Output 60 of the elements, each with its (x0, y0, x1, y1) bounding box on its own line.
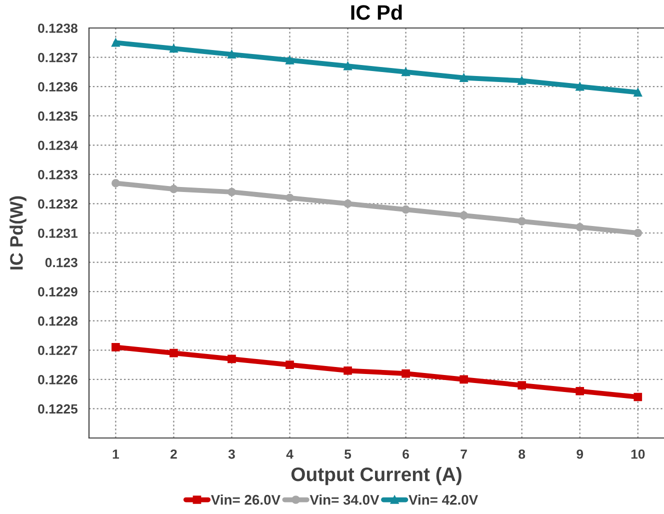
point (634, 392, 642, 402)
y-tick-label: 0.1228 (38, 316, 78, 326)
point (634, 228, 642, 238)
x-tick-label: 9 (576, 449, 584, 459)
y-tick-label: 0.1235 (38, 111, 78, 121)
point (576, 82, 584, 91)
point (228, 354, 236, 364)
point (344, 366, 352, 375)
y-tick-label: 0.1238 (38, 24, 78, 33)
point (344, 200, 352, 208)
point (402, 205, 410, 214)
x-tick-label: 7 (460, 450, 467, 459)
x-tick-label: 1 (112, 450, 119, 459)
point (576, 386, 584, 396)
chart-title: IC Pd (351, 4, 402, 20)
point (402, 369, 410, 378)
x-tick-label: 3 (228, 449, 235, 459)
legend-label: Vin= 26.0V (210, 494, 280, 505)
legend-label: Vin= 34.0V (310, 494, 380, 505)
x-tick-label: 2 (170, 449, 177, 459)
x-tick-label: 8 (518, 449, 526, 459)
point (228, 50, 236, 59)
y-tick-label: 0.123 (45, 258, 78, 268)
point (112, 38, 120, 47)
point (518, 381, 526, 390)
point (286, 360, 294, 369)
point (402, 68, 410, 76)
point (634, 88, 642, 97)
y-tick-label: 0.1233 (38, 170, 78, 180)
y-tick-label: 0.1225 (38, 404, 78, 414)
y-tick-label: 0.1236 (38, 82, 78, 92)
point (518, 76, 526, 85)
y-tick-label: 0.1232 (38, 199, 78, 209)
x-tick-label: 5 (344, 450, 352, 459)
point (286, 194, 294, 202)
point (170, 184, 178, 194)
point (460, 375, 468, 384)
y-tick-label: 0.1226 (38, 374, 78, 384)
y-tick-label: 0.1237 (38, 52, 78, 62)
point (576, 222, 584, 232)
x-tick-label: 4 (286, 450, 294, 459)
point (170, 348, 178, 358)
y-tick-label: 0.1231 (38, 228, 78, 238)
y-axis-title: IC Pd(W) (10, 196, 26, 270)
y-tick-label: 0.1227 (38, 346, 78, 356)
point (460, 74, 468, 82)
point (112, 179, 120, 188)
x-tick-label: 10 (631, 449, 645, 459)
legend-label: Vin= 42.0V (408, 494, 478, 505)
point (228, 188, 236, 196)
point (344, 62, 352, 70)
point (170, 44, 178, 53)
point (460, 211, 468, 220)
y-tick-label: 0.1229 (38, 287, 78, 296)
point (112, 343, 120, 352)
x-axis-title: Output Current (A) (291, 466, 462, 486)
point (286, 56, 294, 64)
point (518, 217, 526, 226)
y-tick-label: 0.1234 (38, 140, 78, 150)
x-tick-label: 6 (402, 449, 409, 459)
